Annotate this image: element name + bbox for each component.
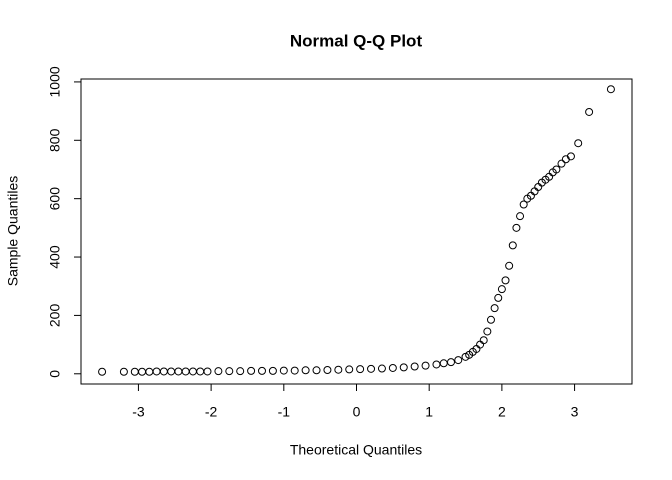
point xyxy=(421,361,430,370)
point xyxy=(454,356,463,365)
point xyxy=(508,241,517,250)
point xyxy=(512,223,521,232)
point xyxy=(334,365,343,374)
point xyxy=(301,366,310,375)
point xyxy=(483,327,492,336)
point xyxy=(268,366,277,375)
point xyxy=(494,293,503,302)
chart-title: Normal Q-Q Plot xyxy=(290,31,423,50)
point xyxy=(290,366,299,375)
point xyxy=(258,366,267,375)
y-tick-label: 1000 xyxy=(47,66,63,97)
point xyxy=(606,85,615,94)
point xyxy=(574,139,583,148)
point xyxy=(552,165,561,174)
point xyxy=(557,159,566,168)
y-tick-label: 400 xyxy=(47,245,63,269)
point xyxy=(119,367,128,376)
point xyxy=(486,315,495,324)
point xyxy=(501,276,510,285)
y-tick-label: 600 xyxy=(47,187,63,211)
point xyxy=(516,212,525,221)
point xyxy=(585,107,594,116)
point xyxy=(312,366,321,375)
point xyxy=(519,200,528,209)
point xyxy=(247,366,256,375)
point xyxy=(377,364,386,373)
point xyxy=(490,304,499,313)
point xyxy=(225,367,234,376)
point xyxy=(388,363,397,372)
point xyxy=(98,367,107,376)
x-tick-label: 0 xyxy=(353,404,361,420)
y-tick-label: 800 xyxy=(47,128,63,152)
point xyxy=(566,152,575,161)
y-tick-label: 0 xyxy=(47,370,63,378)
point xyxy=(446,358,455,367)
point xyxy=(203,367,212,376)
x-tick-label: 2 xyxy=(498,404,506,420)
y-tick-label: 200 xyxy=(47,304,63,328)
y-axis-label: Sample Quantiles xyxy=(5,176,21,287)
x-tick-label: -2 xyxy=(205,404,218,420)
point xyxy=(323,365,332,374)
point xyxy=(356,365,365,374)
x-tick-label: 1 xyxy=(425,404,433,420)
point xyxy=(497,285,506,294)
point xyxy=(345,365,354,374)
x-tick-label: -1 xyxy=(278,404,291,420)
x-axis-label: Theoretical Quantiles xyxy=(290,442,422,458)
point xyxy=(279,366,288,375)
point xyxy=(367,364,376,373)
point xyxy=(399,363,408,372)
point xyxy=(236,367,245,376)
point xyxy=(479,336,488,345)
point xyxy=(505,261,514,270)
x-tick-label: -3 xyxy=(132,404,145,420)
point xyxy=(214,367,223,376)
point xyxy=(410,362,419,371)
x-tick-label: 3 xyxy=(571,404,579,420)
